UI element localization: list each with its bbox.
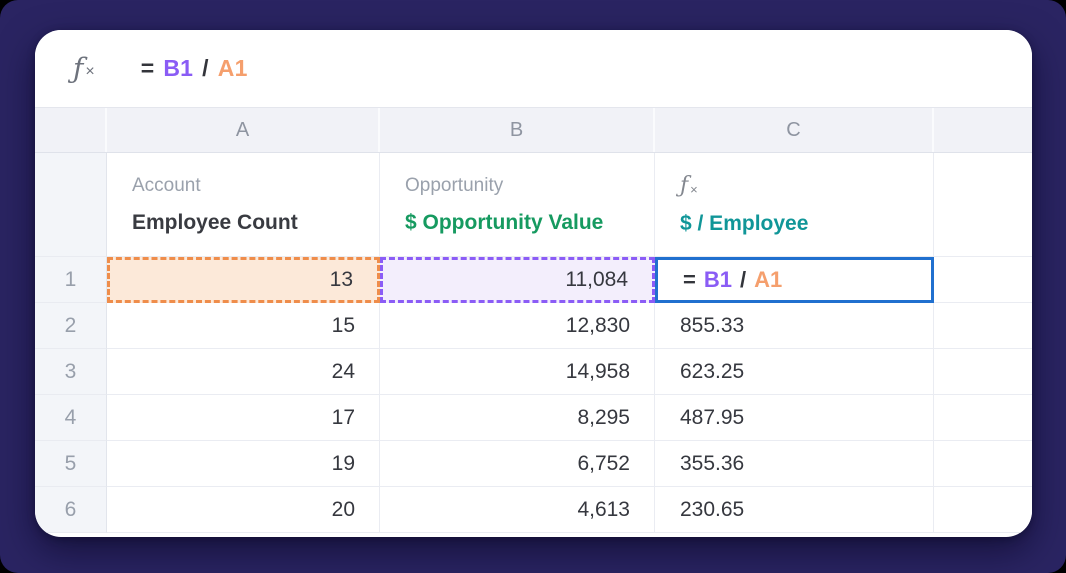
cell-d1[interactable] (934, 257, 1032, 303)
cell-c4[interactable]: 487.95 (655, 395, 934, 441)
cell-d5[interactable] (934, 441, 1032, 487)
field-title-a: Employee Count (132, 210, 298, 234)
cell-b5[interactable]: 6,752 (380, 441, 655, 487)
cell-c5[interactable]: 355.36 (655, 441, 934, 487)
table-row: 6 20 4,613 230.65 (35, 487, 1032, 533)
field-header-b[interactable]: Opportunity $ Opportunity Value (380, 153, 655, 257)
fx-icon: ƒ × (680, 173, 698, 198)
formula-bar: ƒ × = B1 / A1 (35, 30, 1032, 107)
cell-a6[interactable]: 20 (107, 487, 380, 533)
table-row: 2 15 12,830 855.33 (35, 303, 1032, 349)
field-header-a[interactable]: Account Employee Count (107, 153, 380, 257)
cell-formula-ref-a1: A1 (754, 267, 783, 292)
cell-formula-divide: / (739, 267, 747, 292)
table-row: 5 19 6,752 355.36 (35, 441, 1032, 487)
field-title-b: $ Opportunity Value (405, 210, 604, 234)
cell-b3[interactable]: 14,958 (380, 349, 655, 395)
row-number-2[interactable]: 2 (35, 303, 107, 349)
cell-b2[interactable]: 12,830 (380, 303, 655, 349)
cell-b6[interactable]: 4,613 (380, 487, 655, 533)
cell-a5[interactable]: 19 (107, 441, 380, 487)
cell-a3[interactable]: 24 (107, 349, 380, 395)
formula-ref-a1: A1 (217, 55, 248, 81)
cell-d2[interactable] (934, 303, 1032, 349)
column-header-c[interactable]: C (655, 108, 934, 152)
cell-a4[interactable]: 17 (107, 395, 380, 441)
column-header-b[interactable]: B (380, 108, 655, 152)
cell-c6[interactable]: 230.65 (655, 487, 934, 533)
field-header-d[interactable] (934, 153, 1032, 257)
spreadsheet-card: ƒ × = B1 / A1 A B C Account Employee Coun… (35, 30, 1032, 537)
cell-d4[interactable] (934, 395, 1032, 441)
cell-b4[interactable]: 8,295 (380, 395, 655, 441)
cell-b1-highlighted[interactable]: 11,084 (380, 257, 655, 303)
table-row: 3 24 14,958 623.25 (35, 349, 1032, 395)
cell-formula-ref-b1: B1 (703, 267, 732, 292)
row-number-3[interactable]: 3 (35, 349, 107, 395)
formula-divide: / (202, 55, 209, 81)
formula-equals: = (140, 55, 155, 81)
table-row: 1 13 11,084 = B1 / A1 (35, 257, 1032, 303)
formula-ref-b1: B1 (163, 55, 194, 81)
cell-a1-highlighted[interactable]: 13 (107, 257, 380, 303)
cell-c3[interactable]: 623.25 (655, 349, 934, 395)
field-category-a: Account (132, 174, 201, 196)
cell-a2[interactable]: 15 (107, 303, 380, 349)
row-number-6[interactable]: 6 (35, 487, 107, 533)
row-number-5[interactable]: 5 (35, 441, 107, 487)
cell-formula-equals: = (683, 267, 696, 292)
table-row: 4 17 8,295 487.95 (35, 395, 1032, 441)
fx-icon: ƒ × (73, 52, 95, 85)
column-header-a[interactable]: A (107, 108, 380, 152)
column-header-d[interactable] (934, 108, 1032, 152)
cell-d6[interactable] (934, 487, 1032, 533)
row-number-4[interactable]: 4 (35, 395, 107, 441)
field-header-c[interactable]: ƒ × $ / Employee (655, 153, 934, 257)
cell-d3[interactable] (934, 349, 1032, 395)
cell-c2[interactable]: 855.33 (655, 303, 934, 349)
field-header-row: Account Employee Count Opportunity $ Opp… (35, 153, 1032, 257)
column-header-row: A B C (35, 107, 1032, 153)
formula-input[interactable]: = B1 / A1 (141, 55, 248, 82)
field-category-b: Opportunity (405, 174, 504, 196)
row-header-blank (35, 153, 107, 257)
field-title-c: $ / Employee (680, 212, 809, 235)
row-number-1[interactable]: 1 (35, 257, 107, 303)
select-all-corner[interactable] (35, 108, 107, 152)
cell-c1-selected[interactable]: = B1 / A1 (655, 257, 934, 303)
